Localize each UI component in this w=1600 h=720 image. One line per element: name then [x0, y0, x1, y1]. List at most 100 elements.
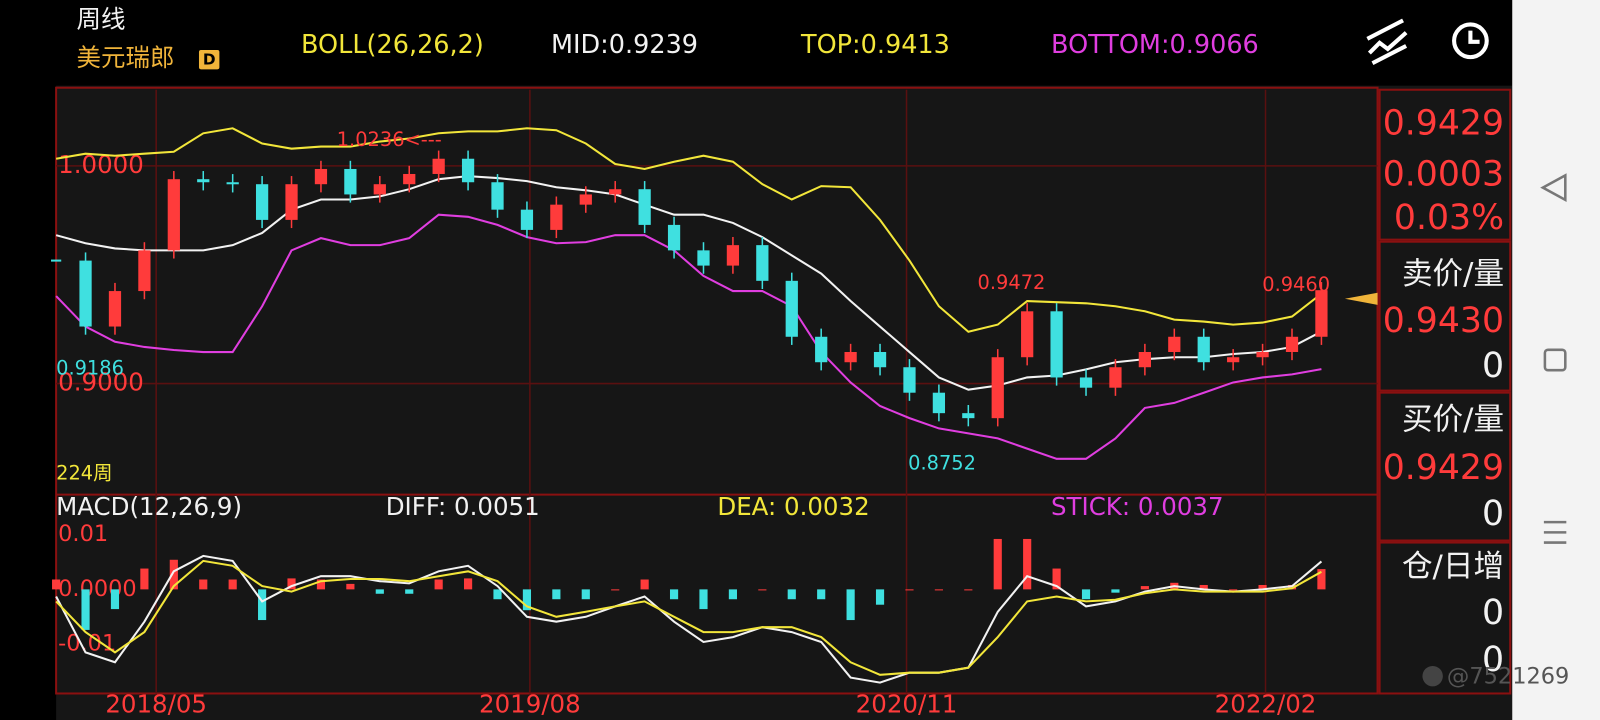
plot: 2018/05 2019/08 2020/11 2022/021.00000.9000…	[51, 89, 1378, 719]
candle	[226, 182, 239, 185]
macd-stick	[1317, 569, 1326, 590]
ask: 0.9430	[1383, 301, 1504, 341]
chart-background	[56, 85, 1513, 720]
candle	[344, 168, 357, 195]
back-button[interactable]	[1540, 173, 1567, 203]
annotation: 1.0236<---	[337, 128, 442, 151]
candle	[197, 179, 210, 183]
candle	[51, 259, 62, 262]
macd-stick	[228, 579, 237, 590]
macd-stick	[1081, 589, 1091, 600]
macd-stick	[728, 589, 737, 600]
macd-stick	[1052, 568, 1061, 590]
candle	[285, 184, 298, 220]
x-tick-label: 2018/05	[105, 690, 207, 719]
candle	[314, 168, 328, 185]
change-pct: 0.03%	[1394, 198, 1504, 238]
macd-stick	[287, 578, 296, 590]
candle	[903, 367, 916, 393]
ask-volume: 0	[1482, 346, 1504, 386]
candle	[1285, 336, 1299, 353]
candle	[1021, 311, 1034, 358]
nav-icons	[1540, 173, 1567, 544]
candle	[609, 189, 622, 195]
period[interactable]: 周线	[77, 4, 126, 33]
candle	[1109, 367, 1122, 388]
macd-stick	[110, 589, 120, 610]
candle	[255, 184, 269, 220]
candle	[79, 260, 92, 327]
macd-stick	[375, 589, 384, 594]
candle	[962, 413, 975, 419]
candle	[873, 352, 887, 368]
x-tick-label: 2022/02	[1215, 690, 1317, 719]
y-tick-label: 0.01	[58, 521, 108, 547]
candle	[1168, 336, 1181, 353]
boll-line	[55, 175, 1322, 391]
macd-stick	[140, 568, 149, 590]
candle	[1079, 377, 1093, 388]
candle	[1315, 290, 1328, 337]
candle	[1050, 311, 1063, 378]
candle	[403, 173, 416, 185]
macd-stick	[169, 559, 178, 590]
macd-stick	[964, 589, 973, 591]
draw-tool-icon[interactable]	[1366, 18, 1408, 66]
watermark: @7521269	[1447, 664, 1569, 690]
candle	[1227, 357, 1240, 363]
candle	[167, 179, 180, 251]
macd-stick	[405, 589, 414, 594]
macd-stick	[552, 589, 561, 600]
macd-stick	[817, 589, 826, 600]
indicator-name[interactable]: BOLL(26,26,2)	[301, 30, 484, 60]
macd-stick	[699, 589, 708, 610]
clock-icon[interactable]	[1452, 22, 1489, 60]
candle	[932, 392, 946, 414]
period-count: 224周	[56, 462, 112, 485]
macd-stick	[52, 579, 61, 590]
dea-line	[55, 559, 1322, 676]
bid: 0.9429	[1383, 448, 1504, 488]
macd-stick	[611, 589, 620, 591]
symbol[interactable]: 美元瑞郎	[77, 43, 175, 72]
menu-button[interactable]	[1543, 520, 1567, 544]
macd-stick	[522, 589, 532, 611]
macd-stick	[758, 589, 767, 591]
legend-entry: DIFF: 0.0051	[386, 492, 540, 521]
y-tick-label: 0.9000	[58, 368, 144, 397]
ask-label: 卖价/量	[1402, 257, 1504, 292]
oi-label: 仓/日增	[1402, 550, 1504, 585]
side-panel: 0.9429 0.0003 0.03% 卖价/量 0.9430 0 买价/量 0…	[1383, 103, 1504, 679]
oi: 0	[1482, 593, 1504, 633]
macd-stick	[316, 579, 326, 590]
macd-stick	[199, 579, 208, 590]
macd-stick	[993, 538, 1002, 590]
bid-volume: 0	[1482, 494, 1504, 534]
candle	[815, 336, 828, 363]
home-button[interactable]	[1543, 348, 1567, 372]
oi-change: 0	[1482, 640, 1504, 680]
last-price: 0.9429	[1383, 103, 1504, 143]
candle	[844, 352, 857, 363]
macd-stick	[464, 578, 473, 590]
legend-entry: STICK: 0.0037	[1051, 492, 1224, 521]
diff-line	[55, 554, 1323, 684]
badge-box	[198, 49, 220, 70]
macd-stick	[1258, 584, 1267, 590]
macd-stick	[905, 589, 914, 591]
watermark-icon	[1422, 665, 1443, 687]
candle	[491, 182, 504, 210]
candle	[520, 209, 534, 230]
badge: D	[203, 51, 216, 69]
macd-stick	[493, 589, 502, 600]
boll-line	[55, 127, 1323, 333]
annotation: 0.9186	[56, 357, 124, 380]
candle	[756, 245, 769, 281]
candle	[1197, 336, 1210, 363]
candle	[373, 184, 386, 195]
panel-borders	[55, 86, 1512, 695]
boll-mid: MID:0.9239	[551, 30, 698, 60]
annotation: 0.9460	[1262, 273, 1330, 296]
boll-bottom: BOTTOM:0.9066	[1051, 30, 1259, 60]
candle	[138, 250, 151, 292]
